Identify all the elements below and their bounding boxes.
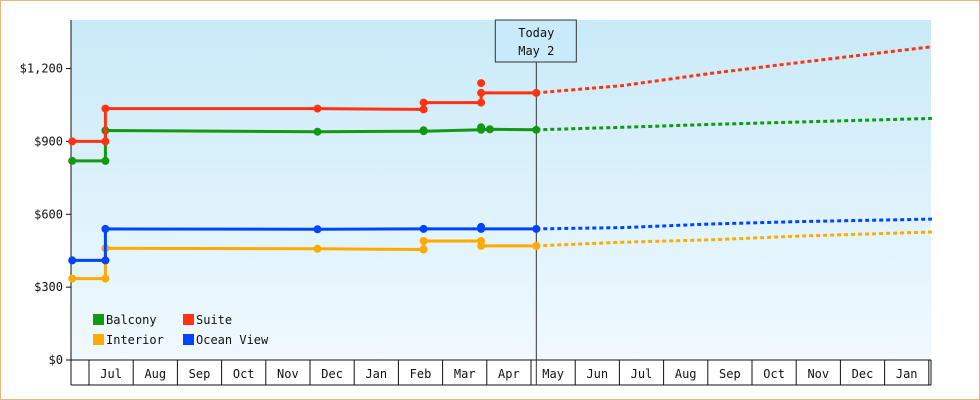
balcony-point xyxy=(101,156,110,165)
suite-point xyxy=(101,137,110,146)
y-tick-label: $900 xyxy=(34,134,63,148)
x-tick-label: Oct xyxy=(763,367,785,381)
interior-legend-label: Interior xyxy=(106,333,164,347)
interior-legend-swatch xyxy=(93,334,104,345)
x-tick-label: Aug xyxy=(675,367,697,381)
y-tick-label: $600 xyxy=(34,207,63,221)
interior-forecast-line xyxy=(536,230,932,248)
x-tick-label: Jul xyxy=(100,367,122,381)
balcony-legend-swatch xyxy=(93,314,104,325)
y-tick-label: $300 xyxy=(34,280,63,294)
today-date: May 2 xyxy=(518,44,554,58)
x-tick-label: Aug xyxy=(144,367,166,381)
x-tick-label: Sep xyxy=(719,367,741,381)
suite-point xyxy=(477,79,486,88)
x-tick-label: Feb xyxy=(410,367,432,381)
suite-point xyxy=(477,98,486,107)
today-label: Today xyxy=(518,26,554,40)
suite-forecast-line xyxy=(536,45,933,95)
balcony-point xyxy=(419,126,428,135)
balcony-legend-label: Balcony xyxy=(106,313,157,327)
balcony-point xyxy=(68,156,77,165)
suite-point xyxy=(101,104,110,113)
x-tick-label: Dec xyxy=(852,367,874,381)
x-tick-label: Nov xyxy=(807,367,829,381)
interior-point xyxy=(419,237,428,245)
x-tick-label: Jan xyxy=(365,367,387,381)
interior-point xyxy=(101,274,110,283)
x-tick-label: Jul xyxy=(631,367,653,381)
suite-point xyxy=(68,137,77,146)
suite-legend-swatch xyxy=(183,314,194,325)
suite-point xyxy=(477,88,486,97)
suite-point xyxy=(419,98,428,107)
plot-background xyxy=(71,20,931,360)
x-tick-label: May xyxy=(542,367,564,381)
x-tick-label: Mar xyxy=(454,367,476,381)
interior-point xyxy=(313,244,322,253)
ocean-view-point xyxy=(313,225,322,234)
ocean-view-point xyxy=(101,224,110,233)
interior-point xyxy=(532,241,541,250)
ocean-view-point xyxy=(68,256,77,265)
ocean-view-point xyxy=(419,224,428,233)
x-tick-label: Dec xyxy=(321,367,343,381)
interior-point xyxy=(68,274,77,283)
ocean-view-point xyxy=(101,256,110,265)
x-tick-label: Oct xyxy=(233,367,255,381)
x-tick-label: Apr xyxy=(498,367,520,381)
today-box xyxy=(494,19,577,63)
suite-point xyxy=(313,104,322,113)
ocean-view-point xyxy=(532,224,541,233)
x-tick-label: Jun xyxy=(586,367,608,381)
balcony-point xyxy=(477,123,486,132)
ocean-view-forecast-line xyxy=(536,217,932,231)
suite-legend-label: Suite xyxy=(196,313,232,327)
balcony-point xyxy=(313,127,322,136)
balcony-forecast-line xyxy=(536,116,932,132)
interior-point xyxy=(419,245,428,254)
balcony-point xyxy=(485,125,494,134)
ocean-view-legend-label: Ocean View xyxy=(196,333,269,347)
suite-point xyxy=(532,88,541,97)
balcony-point xyxy=(532,125,541,134)
x-tick-label: Nov xyxy=(277,367,299,381)
suite-point xyxy=(419,105,428,114)
ocean-view-legend-swatch xyxy=(183,334,194,345)
y-tick-label: $1,200 xyxy=(20,62,63,76)
ocean-view-point xyxy=(477,222,486,231)
interior-point xyxy=(477,241,486,250)
y-tick-label: $0 xyxy=(49,353,63,367)
x-tick-label: Jan xyxy=(896,367,918,381)
x-tick-label: Sep xyxy=(189,367,211,381)
